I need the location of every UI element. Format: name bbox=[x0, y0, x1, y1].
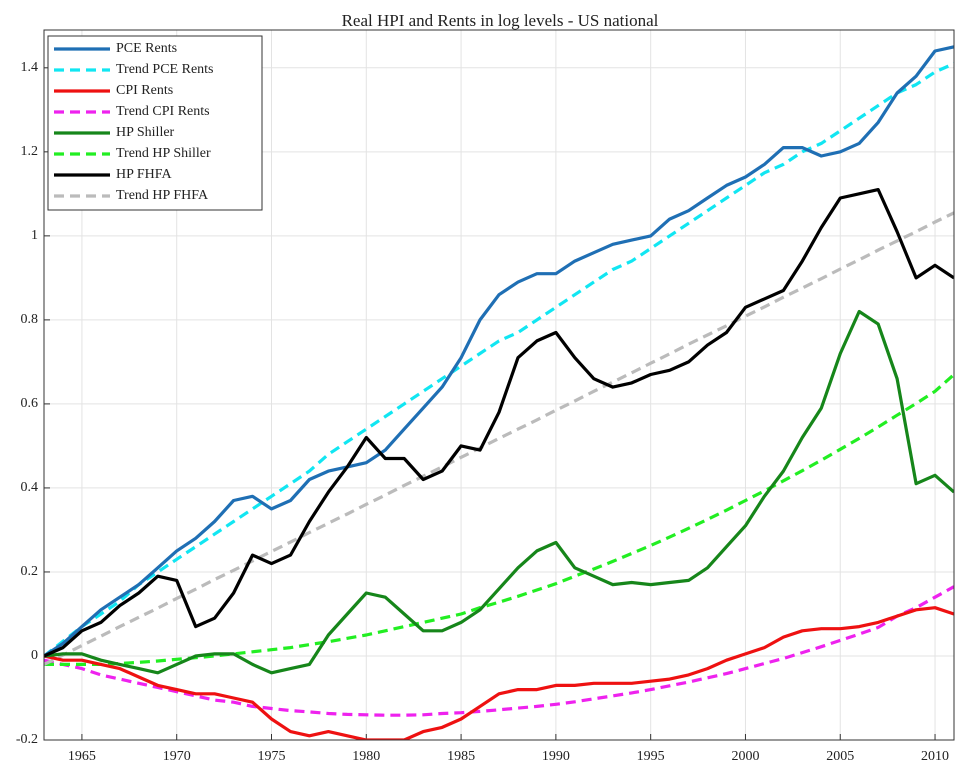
x-tick-label: 2005 bbox=[826, 749, 854, 764]
series-line bbox=[44, 585, 954, 717]
series-line bbox=[44, 188, 954, 658]
y-tick-label: -0.2 bbox=[16, 732, 38, 747]
legend-label: HP Shiller bbox=[116, 125, 175, 140]
x-tick-label: 1990 bbox=[542, 749, 570, 764]
legend-box bbox=[47, 35, 263, 211]
series-line bbox=[44, 606, 954, 740]
series-line bbox=[44, 309, 954, 675]
y-tick-label: 1 bbox=[31, 228, 38, 243]
y-tick-label: 0.8 bbox=[21, 312, 39, 327]
series-line bbox=[44, 62, 954, 658]
x-tick-label: 1965 bbox=[68, 749, 96, 764]
legend-label: Trend HP Shiller bbox=[116, 146, 211, 161]
x-tick-label: 2010 bbox=[921, 749, 949, 764]
y-tick-label: 1.2 bbox=[21, 144, 39, 159]
x-tick-label: 1985 bbox=[447, 749, 475, 764]
y-tick-label: 0 bbox=[31, 648, 38, 663]
legend-label: Trend HP FHFA bbox=[116, 188, 209, 203]
series-line bbox=[44, 45, 954, 658]
x-tick-label: 1995 bbox=[637, 749, 665, 764]
y-tick-label: 0.2 bbox=[21, 564, 39, 579]
x-tick-label: 1975 bbox=[258, 749, 286, 764]
legend-label: PCE Rents bbox=[116, 41, 177, 56]
y-tick-label: 0.4 bbox=[21, 480, 39, 495]
legend-label: HP FHFA bbox=[116, 167, 173, 182]
legend-label: CPI Rents bbox=[116, 83, 173, 98]
y-tick-label: 0.6 bbox=[21, 396, 39, 411]
legend-label: Trend PCE Rents bbox=[116, 62, 214, 77]
plot-frame bbox=[43, 29, 955, 741]
x-tick-label: 1970 bbox=[163, 749, 191, 764]
legend-label: Trend CPI Rents bbox=[116, 104, 210, 119]
x-tick-label: 2000 bbox=[731, 749, 759, 764]
x-tick-label: 1980 bbox=[352, 749, 380, 764]
chart-title: Real HPI and Rents in log levels - US na… bbox=[342, 11, 659, 30]
series-line bbox=[44, 211, 954, 666]
y-tick-label: 1.4 bbox=[21, 60, 39, 75]
